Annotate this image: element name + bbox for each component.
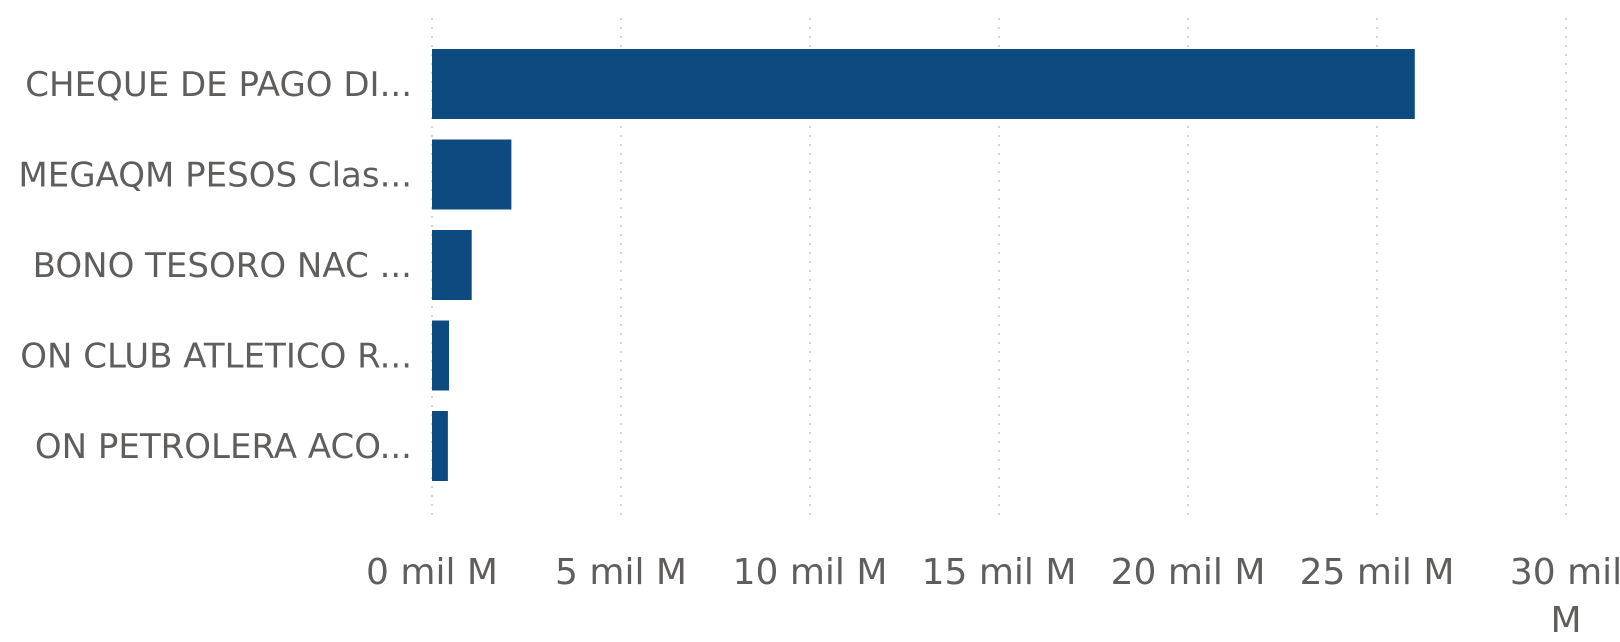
category-label: ON CLUB ATLETICO R... [20, 337, 412, 377]
bar[interactable] [432, 411, 448, 481]
x-tick-label: 15 mil M [922, 552, 1077, 593]
category-labels: CHEQUE DE PAGO DI... MEGAQM PESOS Clas...… [18, 65, 412, 467]
x-tick-label: 10 mil M [733, 552, 888, 593]
x-tick-label: 25 mil M [1300, 552, 1455, 593]
x-tick-label: 20 mil M [1111, 552, 1266, 593]
category-label: BONO TESORO NAC ... [33, 246, 412, 286]
category-label: MEGAQM PESOS Clas... [18, 156, 412, 196]
bar[interactable] [432, 139, 512, 210]
bars [432, 49, 1415, 481]
category-label: CHEQUE DE PAGO DI... [25, 65, 412, 105]
bar[interactable] [432, 230, 472, 300]
bar[interactable] [432, 49, 1415, 119]
category-label: ON PETROLERA ACO... [35, 427, 412, 467]
bar[interactable] [432, 320, 450, 391]
x-tick-label: 30 mil M [1510, 552, 1620, 638]
x-tick-label: 0 mil M [366, 552, 498, 593]
x-axis-tick-labels: 0 mil M 5 mil M 10 mil M 15 mil M 20 mil M 25… [366, 552, 1620, 641]
x-tick-label: 5 mil M [555, 552, 687, 593]
